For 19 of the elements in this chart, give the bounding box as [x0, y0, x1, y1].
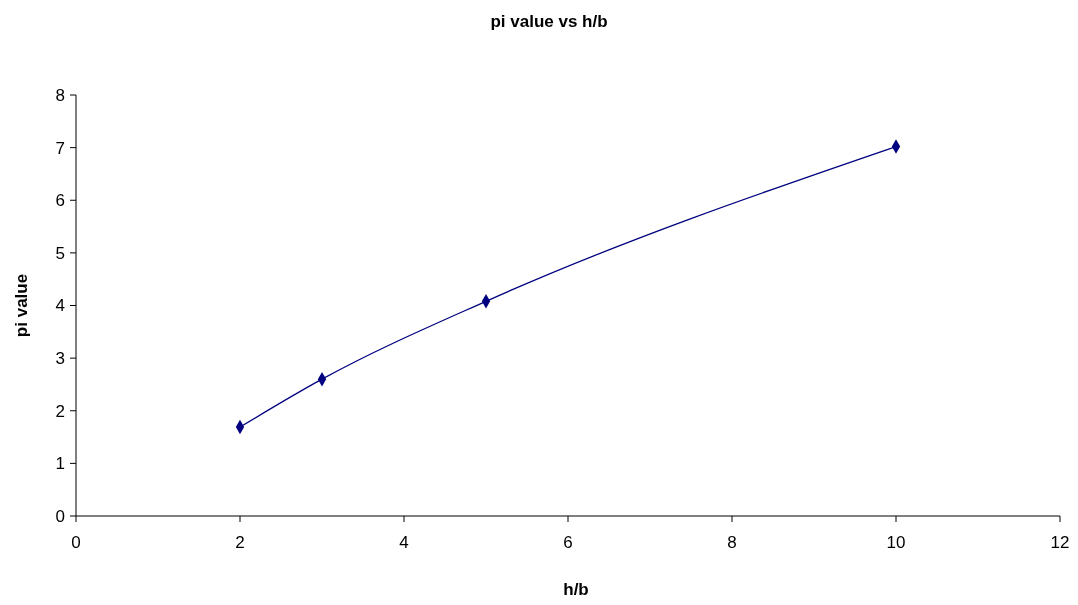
y-tick-label: 8	[55, 85, 65, 105]
chart-title: pi value vs h/b	[490, 12, 608, 31]
x-tick-label: 0	[71, 533, 81, 552]
y-tick-label: 7	[55, 138, 65, 158]
x-tick-label: 6	[563, 533, 573, 552]
y-tick-label: 2	[55, 401, 65, 421]
x-tick-label: 12	[1050, 533, 1070, 552]
y-tick-label: 5	[55, 243, 65, 263]
y-tick-label: 1	[55, 454, 65, 474]
y-tick-label: 4	[55, 296, 65, 316]
x-tick-label: 8	[727, 533, 737, 552]
x-tick-label: 10	[886, 533, 906, 552]
x-tick-label: 4	[399, 533, 409, 552]
y-tick-label: 3	[55, 349, 65, 369]
y-tick-label: 6	[55, 191, 65, 211]
y-tick-label: 0	[55, 506, 65, 526]
x-axis-title: h/b	[563, 580, 589, 599]
y-axis-title: pi value	[12, 273, 31, 338]
x-tick-label: 2	[235, 533, 245, 552]
